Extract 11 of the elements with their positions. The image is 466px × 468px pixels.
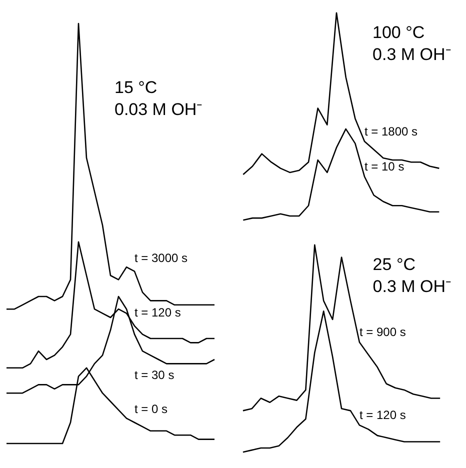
series-label: t = 3000 s <box>134 251 188 265</box>
series-label: t = 120 s <box>359 408 406 422</box>
series-label: t = 30 s <box>134 368 174 382</box>
text: 15 °C 0.03 M OH⁻ <box>114 78 203 119</box>
series-label: t = 0 s <box>134 402 168 416</box>
series-label: t = 1800 s <box>364 124 418 138</box>
text: 25 °C 0.3 M OH⁻ <box>372 255 452 296</box>
series-label: t = 10 s <box>364 160 404 174</box>
series-label: t = 120 s <box>134 306 181 320</box>
series-label: t = 900 s <box>359 325 406 340</box>
text: 100 °C 0.3 M OH⁻ <box>372 23 452 64</box>
